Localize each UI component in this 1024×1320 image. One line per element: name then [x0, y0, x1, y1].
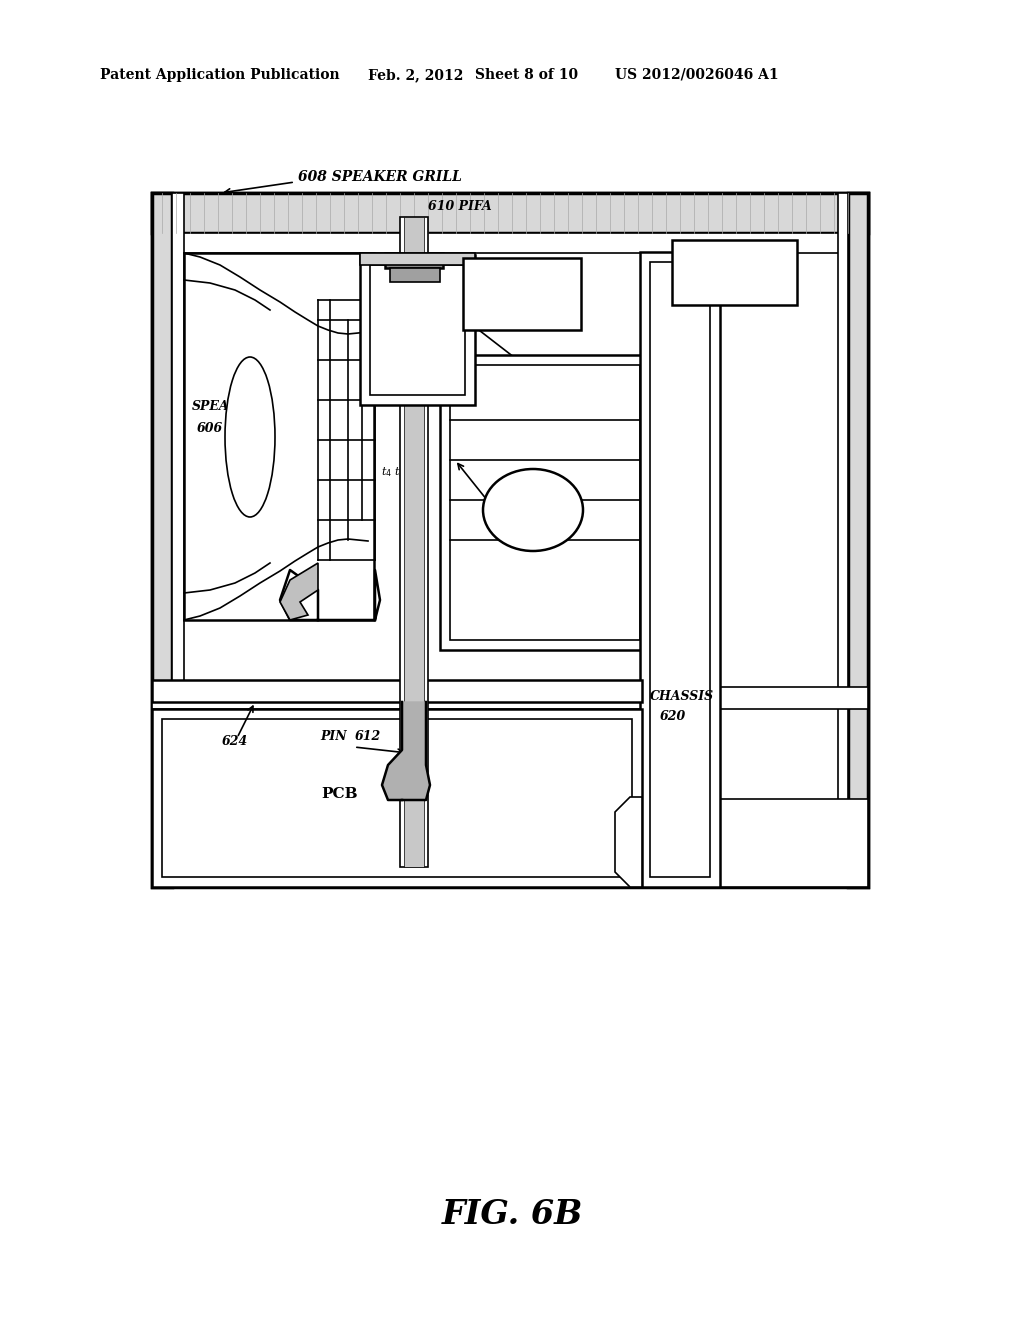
Polygon shape	[615, 797, 642, 887]
Bar	[390, 268, 440, 282]
Text: PCB: PCB	[322, 787, 358, 801]
Text: SEAL: SEAL	[514, 490, 552, 503]
Polygon shape	[382, 702, 430, 800]
Text: 606: 606	[197, 422, 223, 436]
Text: BRACKET: BRACKET	[490, 281, 553, 292]
Text: PIN: PIN	[319, 730, 347, 743]
Text: 612: 612	[355, 730, 381, 743]
Bar	[440, 355, 650, 649]
Ellipse shape	[225, 356, 275, 517]
Bar	[172, 193, 184, 887]
Bar	[152, 193, 868, 234]
Bar	[640, 799, 868, 887]
Text: 604: 604	[509, 301, 536, 314]
Text: 608 SPEAKER GRILL: 608 SPEAKER GRILL	[298, 170, 462, 183]
Text: t$_2$: t$_2$	[528, 359, 540, 374]
Bar	[838, 193, 848, 887]
Bar	[463, 257, 581, 330]
Bar	[400, 216, 428, 867]
Bar	[360, 255, 475, 405]
Text: SPEAKER: SPEAKER	[492, 264, 552, 275]
Bar	[152, 193, 172, 887]
Text: 624: 624	[222, 735, 248, 748]
Text: US 2012/0026046 A1: US 2012/0026046 A1	[615, 69, 778, 82]
Text: CHASSIS: CHASSIS	[650, 690, 714, 704]
Bar	[640, 252, 720, 887]
Text: FIG. 6B: FIG. 6B	[441, 1199, 583, 1232]
Text: 610 PIFA: 610 PIFA	[428, 201, 492, 213]
Text: SPEAKER: SPEAKER	[193, 400, 260, 413]
Text: t$_4$: t$_4$	[381, 465, 392, 479]
Bar	[385, 253, 443, 268]
Bar	[672, 240, 797, 305]
Bar	[184, 253, 374, 620]
Text: Feb. 2, 2012: Feb. 2, 2012	[368, 69, 464, 82]
Bar	[152, 686, 868, 709]
Bar	[450, 366, 640, 640]
Text: T3=9mm: T3=9mm	[682, 285, 741, 298]
Bar	[404, 216, 424, 867]
Text: T1=1mm: T1=1mm	[682, 247, 741, 260]
Text: t$_1$: t$_1$	[362, 261, 373, 276]
Bar	[650, 261, 710, 876]
Bar	[370, 265, 465, 395]
Text: t$_3$: t$_3$	[394, 465, 404, 479]
Bar	[152, 680, 642, 702]
Ellipse shape	[483, 469, 583, 550]
Bar	[360, 253, 475, 265]
Bar	[162, 719, 632, 876]
Bar	[848, 193, 868, 887]
Bar	[152, 234, 868, 253]
Text: Sheet 8 of 10: Sheet 8 of 10	[475, 69, 579, 82]
Text: t$_5$: t$_5$	[418, 249, 429, 264]
Bar	[152, 193, 868, 887]
Bar	[152, 709, 642, 887]
Polygon shape	[280, 564, 318, 620]
Text: 622: 622	[520, 510, 546, 521]
Text: 620: 620	[660, 710, 686, 723]
Text: T2=3mm: T2=3mm	[682, 267, 741, 279]
Text: Patent Application Publication: Patent Application Publication	[100, 69, 340, 82]
